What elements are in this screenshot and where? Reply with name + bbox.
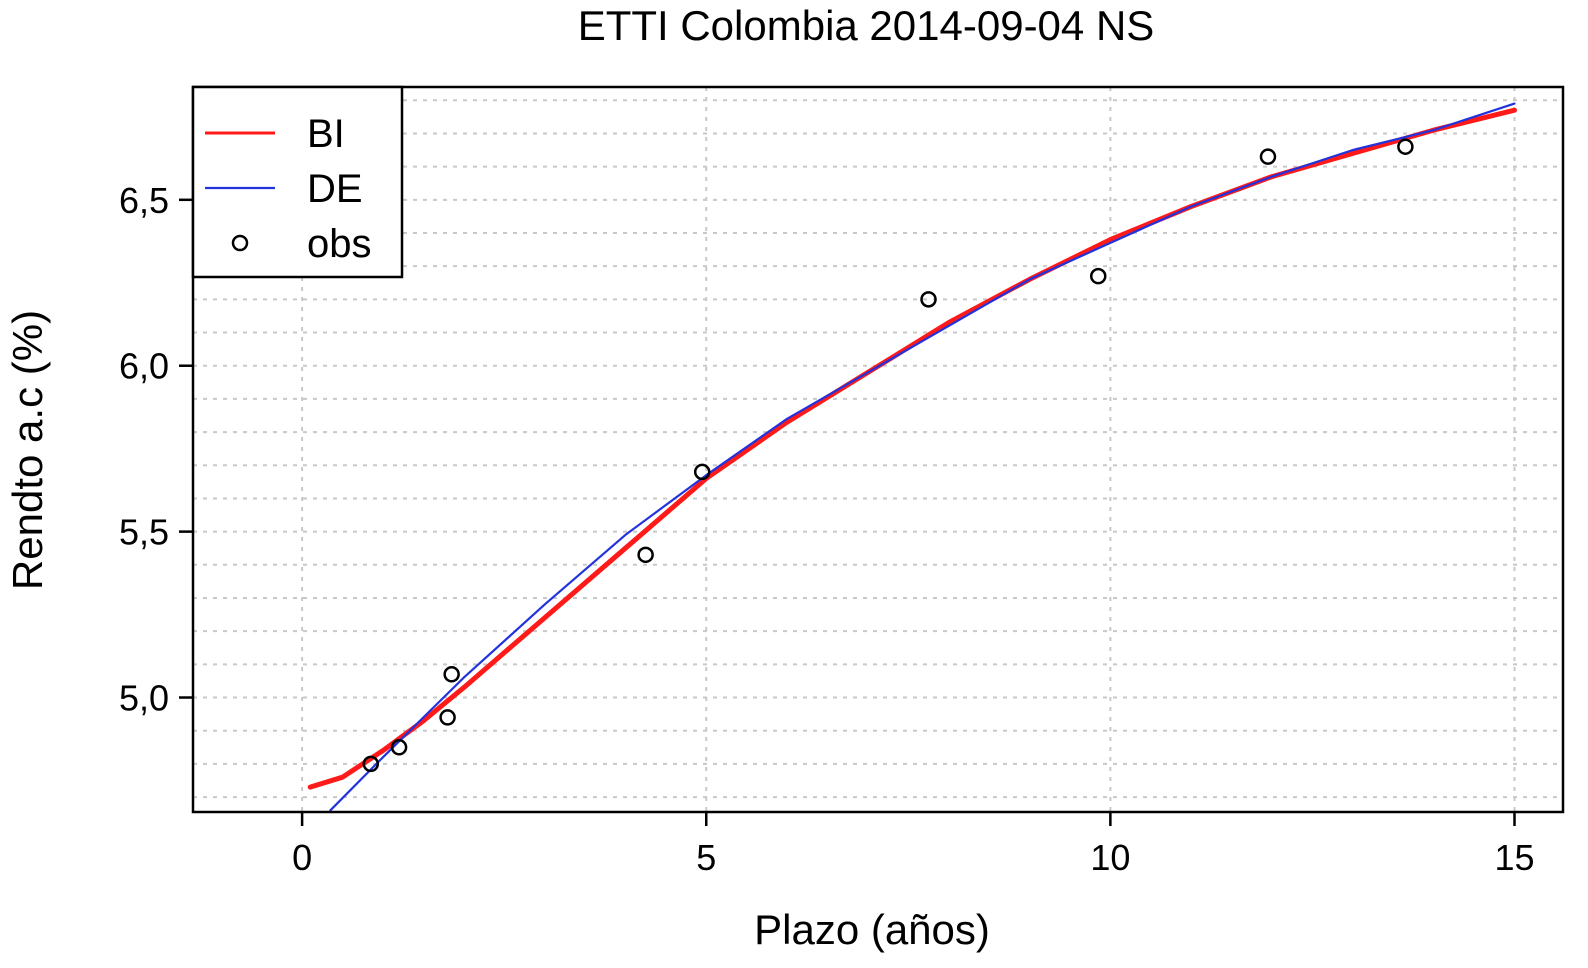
- grid: [193, 87, 1563, 812]
- legend: BI DE obs: [191, 85, 404, 279]
- x-tick-label: 15: [1494, 837, 1534, 878]
- y-tick-label: 5,5: [119, 512, 169, 553]
- obs-point: [443, 666, 460, 683]
- y-tick-label: 6,0: [119, 346, 169, 387]
- axes: 0 5 10 15 5,0 5,5 6,0 6,5: [119, 85, 1565, 878]
- legend-label-de: DE: [307, 167, 363, 211]
- plot-frame: [191, 85, 1565, 814]
- legend-label-bi: BI: [307, 112, 345, 156]
- x-axis-title: Plazo (años): [754, 906, 990, 953]
- chart-title: ETTI Colombia 2014-09-04 NS: [578, 2, 1155, 49]
- obs-point: [362, 755, 380, 773]
- obs-point: [1259, 148, 1277, 165]
- series-line-de: [329, 102, 1516, 812]
- obs-point: [390, 739, 408, 756]
- x-tick-label: 5: [696, 837, 716, 878]
- obs-point: [920, 291, 937, 308]
- y-tick-label: 6,5: [119, 180, 169, 221]
- x-tick-label: 0: [292, 837, 312, 878]
- obs-point: [693, 463, 711, 481]
- y-tick-label: 5,0: [119, 678, 169, 719]
- obs-point: [637, 546, 654, 564]
- y-axis-title: Rendto a.c (%): [4, 310, 51, 590]
- legend-swatch-obs: [231, 234, 249, 252]
- obs-point: [439, 709, 456, 726]
- obs-point: [1090, 267, 1107, 285]
- legend-box: [191, 85, 404, 279]
- series-layer: [307, 102, 1517, 812]
- legend-label-obs: obs: [307, 222, 372, 266]
- obs-point: [1397, 138, 1414, 155]
- x-tick-label: 10: [1090, 837, 1130, 878]
